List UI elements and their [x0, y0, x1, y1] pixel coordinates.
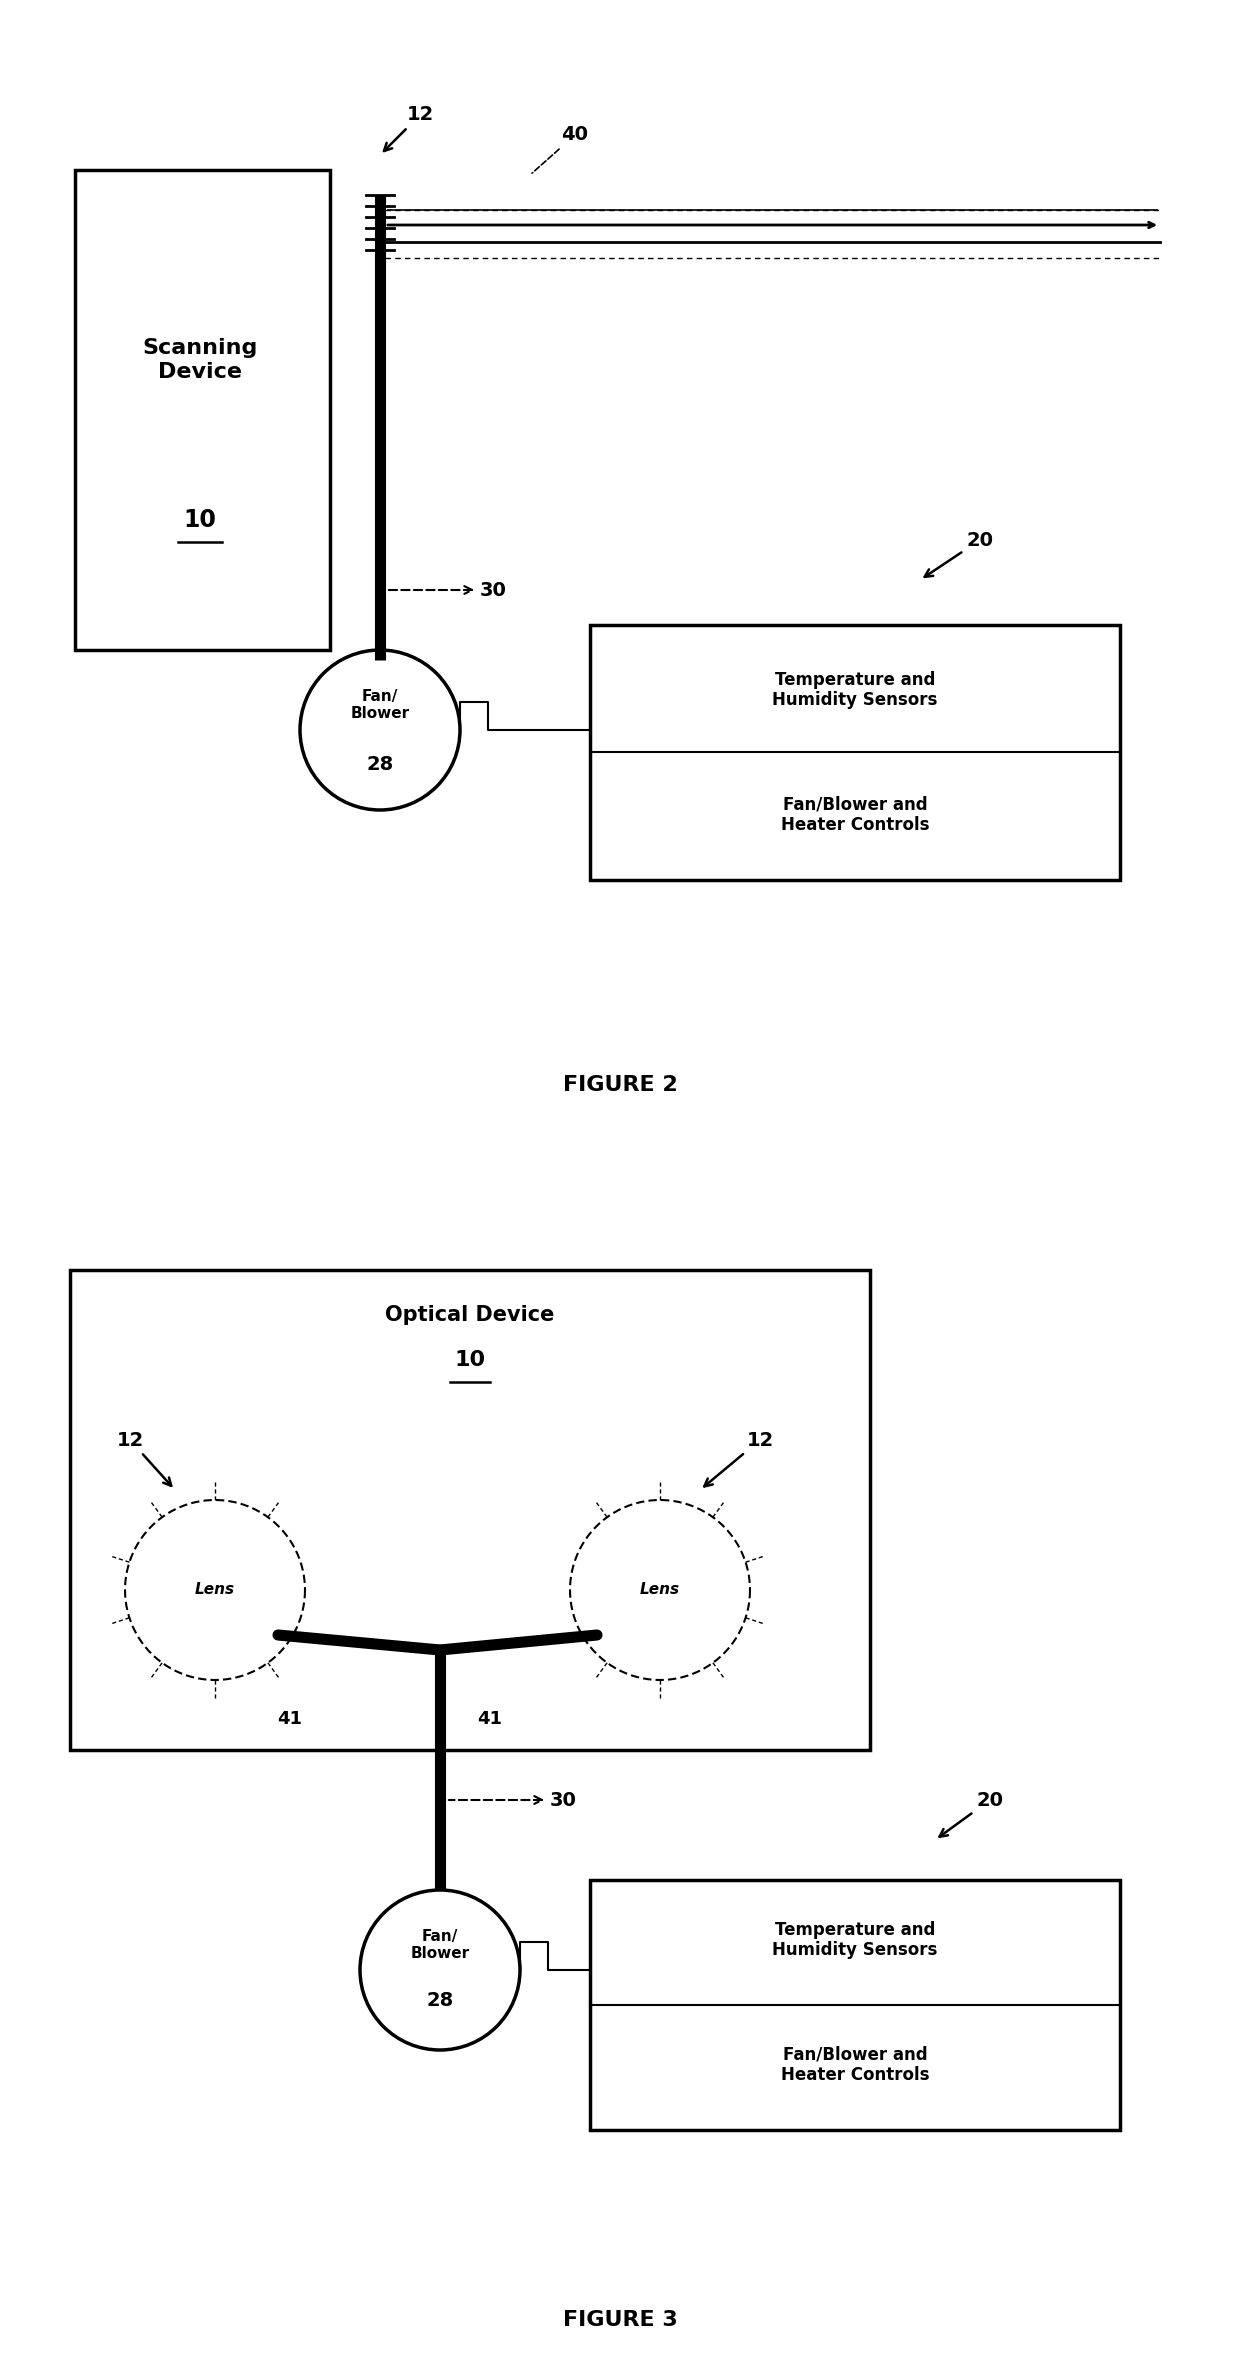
Text: 28: 28: [366, 755, 393, 774]
Text: Lens: Lens: [640, 1582, 680, 1598]
Text: Lens: Lens: [195, 1582, 236, 1598]
Text: Scanning
Device: Scanning Device: [143, 339, 258, 381]
Text: Fan/
Blower: Fan/ Blower: [410, 1930, 470, 1961]
Ellipse shape: [300, 649, 460, 810]
Text: 12: 12: [117, 1430, 171, 1485]
Text: Fan/Blower and
Heater Controls: Fan/Blower and Heater Controls: [781, 2046, 929, 2084]
Text: 12: 12: [704, 1430, 774, 1487]
Text: 41: 41: [477, 1710, 502, 1729]
Text: 41: 41: [278, 1710, 303, 1729]
Bar: [69, 1269, 870, 1750]
Ellipse shape: [360, 1890, 520, 2051]
Text: 10: 10: [184, 509, 217, 533]
Text: 28: 28: [427, 1991, 454, 2010]
Text: 20: 20: [940, 1790, 1003, 1838]
Text: Fan/Blower and
Heater Controls: Fan/Blower and Heater Controls: [781, 796, 929, 834]
Bar: [74, 170, 330, 649]
Bar: [590, 1880, 1120, 2129]
Text: Fan/
Blower: Fan/ Blower: [351, 689, 409, 722]
Text: 30: 30: [449, 1790, 577, 1809]
Text: 12: 12: [384, 107, 434, 152]
Text: Optical Device: Optical Device: [386, 1305, 554, 1326]
Text: Temperature and
Humidity Sensors: Temperature and Humidity Sensors: [773, 670, 937, 710]
Bar: [590, 625, 1120, 881]
Text: Temperature and
Humidity Sensors: Temperature and Humidity Sensors: [773, 1920, 937, 1958]
Text: 30: 30: [389, 580, 507, 599]
Text: FIGURE 3: FIGURE 3: [563, 2311, 677, 2330]
Text: 20: 20: [925, 530, 993, 578]
Text: FIGURE 2: FIGURE 2: [563, 1075, 677, 1094]
Text: 10: 10: [454, 1350, 486, 1371]
Text: 40: 40: [532, 126, 589, 173]
